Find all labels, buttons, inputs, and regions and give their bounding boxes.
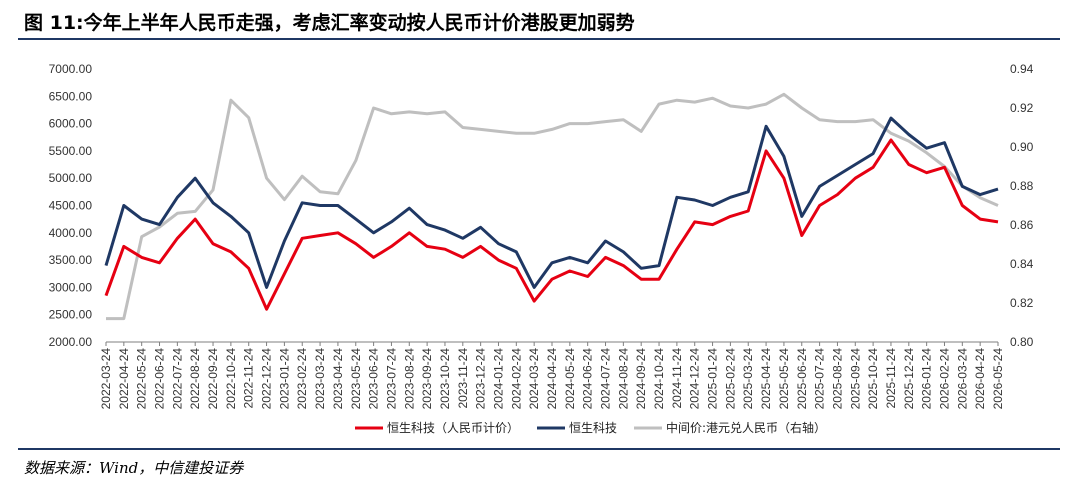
legend-label: 中间价:港元兑人民币（右轴） xyxy=(666,420,826,435)
x-tick-label: 2022-03-24 xyxy=(99,348,113,410)
y-tick-label: 4500.00 xyxy=(49,199,93,213)
y2-tick-label: 0.88 xyxy=(1010,179,1034,193)
x-tick-label: 2025-10-24 xyxy=(866,348,880,410)
y-tick-label: 6000.00 xyxy=(49,117,93,131)
chart-title: 图 11:今年上半年人民币走强，考虑汇率变动按人民币计价港股更加弱势 xyxy=(24,12,635,34)
y2-tick-label: 0.82 xyxy=(1010,296,1034,310)
source-note: 数据来源：Wind，中信建投证券 xyxy=(24,459,244,477)
x-tick-label: 2025-05-24 xyxy=(777,348,791,410)
x-tick-label: 2023-04-24 xyxy=(331,348,345,410)
x-tick-label: 2024-09-24 xyxy=(634,348,648,410)
x-tick-label: 2022-07-24 xyxy=(170,348,184,410)
x-tick-label: 2023-09-24 xyxy=(420,348,434,410)
x-tick-label: 2024-05-24 xyxy=(563,348,577,410)
x-tick-label: 2024-10-24 xyxy=(652,348,666,410)
y-tick-label: 7000.00 xyxy=(49,62,93,76)
y2-tick-label: 0.92 xyxy=(1010,101,1034,115)
x-tick-label: 2024-12-24 xyxy=(688,348,702,410)
x-tick-label: 2023-07-24 xyxy=(384,348,398,410)
x-tick-label: 2023-08-24 xyxy=(402,348,416,410)
y2-tick-label: 0.80 xyxy=(1010,335,1034,349)
x-tick-label: 2022-11-24 xyxy=(242,348,256,409)
y2-tick-label: 0.84 xyxy=(1010,257,1034,271)
x-tick-label: 2024-04-24 xyxy=(545,348,559,410)
series-line xyxy=(104,138,999,311)
y-tick-label: 5500.00 xyxy=(49,144,93,158)
x-tick-label: 2024-02-24 xyxy=(509,348,523,410)
x-tick-label: 2022-05-24 xyxy=(135,348,149,410)
x-tick-label: 2024-07-24 xyxy=(599,348,613,410)
x-tick-label: 2023-05-24 xyxy=(349,348,363,410)
x-tick-label: 2026-01-24 xyxy=(920,348,934,410)
x-tick-label: 2023-06-24 xyxy=(367,348,381,410)
y-tick-label: 3000.00 xyxy=(49,280,93,294)
x-tick-label: 2025-02-24 xyxy=(723,348,737,410)
x-tick-label: 2025-09-24 xyxy=(848,348,862,410)
x-tick-label: 2024-03-24 xyxy=(527,348,541,410)
x-tick-label: 2025-11-24 xyxy=(884,348,898,409)
axes: 7000.00 6500.00 6000.00 5500.00 5000.00 4500.… xyxy=(49,62,1034,409)
legend: 恒生科技（人民币计价） 恒生科技 中间价:港元兑人民币（右轴） xyxy=(355,420,826,435)
x-tick-label: 2023-03-24 xyxy=(313,348,327,410)
x-tick-label: 2024-06-24 xyxy=(581,348,595,410)
x-tick-label: 2023-12-24 xyxy=(474,348,488,410)
y-tick-label: 4000.00 xyxy=(49,226,93,240)
x-tick-label: 2025-06-24 xyxy=(795,348,809,410)
x-tick-label: 2025-07-24 xyxy=(813,348,827,410)
x-tick-label: 2023-02-24 xyxy=(295,348,309,410)
x-tick-label: 2026-03-24 xyxy=(955,348,969,410)
y-tick-label: 6500.00 xyxy=(49,89,93,103)
x-tick-label: 2023-10-24 xyxy=(438,348,452,410)
x-tick-label: 2022-12-24 xyxy=(260,348,274,410)
title-rule xyxy=(18,38,1060,40)
x-tick-label: 2026-04-24 xyxy=(973,348,987,410)
x-tick-label: 2026-02-24 xyxy=(937,348,951,410)
y2-tick-label: 0.86 xyxy=(1010,218,1034,232)
y-tick-label: 2000.00 xyxy=(49,335,93,349)
legend-label: 恒生科技 xyxy=(569,421,617,435)
x-tick-label: 2024-01-24 xyxy=(491,348,505,410)
series-line xyxy=(106,92,999,321)
source-rule xyxy=(18,448,1060,450)
x-tick-label: 2026-05-24 xyxy=(991,348,1005,410)
y2-tick-label: 0.94 xyxy=(1010,62,1034,76)
x-tick-label: 2022-09-24 xyxy=(206,348,220,410)
x-tick-label: 2025-08-24 xyxy=(830,348,844,410)
y-tick-label: 3500.00 xyxy=(49,253,93,267)
x-tick-label: 2022-08-24 xyxy=(188,348,202,410)
x-tick-label: 2022-10-24 xyxy=(224,348,238,410)
x-tick-label: 2022-06-24 xyxy=(153,348,167,410)
y-tick-label: 2500.00 xyxy=(49,308,93,322)
x-tick-label: 2024-08-24 xyxy=(616,348,630,410)
line-chart: 7000.00 6500.00 6000.00 5500.00 5000.00 4500.… xyxy=(49,62,1034,435)
x-tick-label: 2025-01-24 xyxy=(706,348,720,410)
x-tick-label: 2022-04-24 xyxy=(117,348,131,410)
x-tick-label: 2025-12-24 xyxy=(902,348,916,410)
x-tick-label: 2024-11-24 xyxy=(670,348,684,409)
y2-tick-label: 0.90 xyxy=(1010,140,1034,154)
x-tick-label: 2023-11-24 xyxy=(456,348,470,409)
plot-area xyxy=(104,92,999,321)
y-tick-label: 5000.00 xyxy=(49,171,93,185)
legend-label: 恒生科技（人民币计价） xyxy=(387,421,519,435)
series-line xyxy=(104,116,999,289)
x-tick-label: 2025-03-24 xyxy=(741,348,755,410)
x-tick-label: 2025-04-24 xyxy=(759,348,773,410)
x-tick-label: 2023-01-24 xyxy=(277,348,291,410)
